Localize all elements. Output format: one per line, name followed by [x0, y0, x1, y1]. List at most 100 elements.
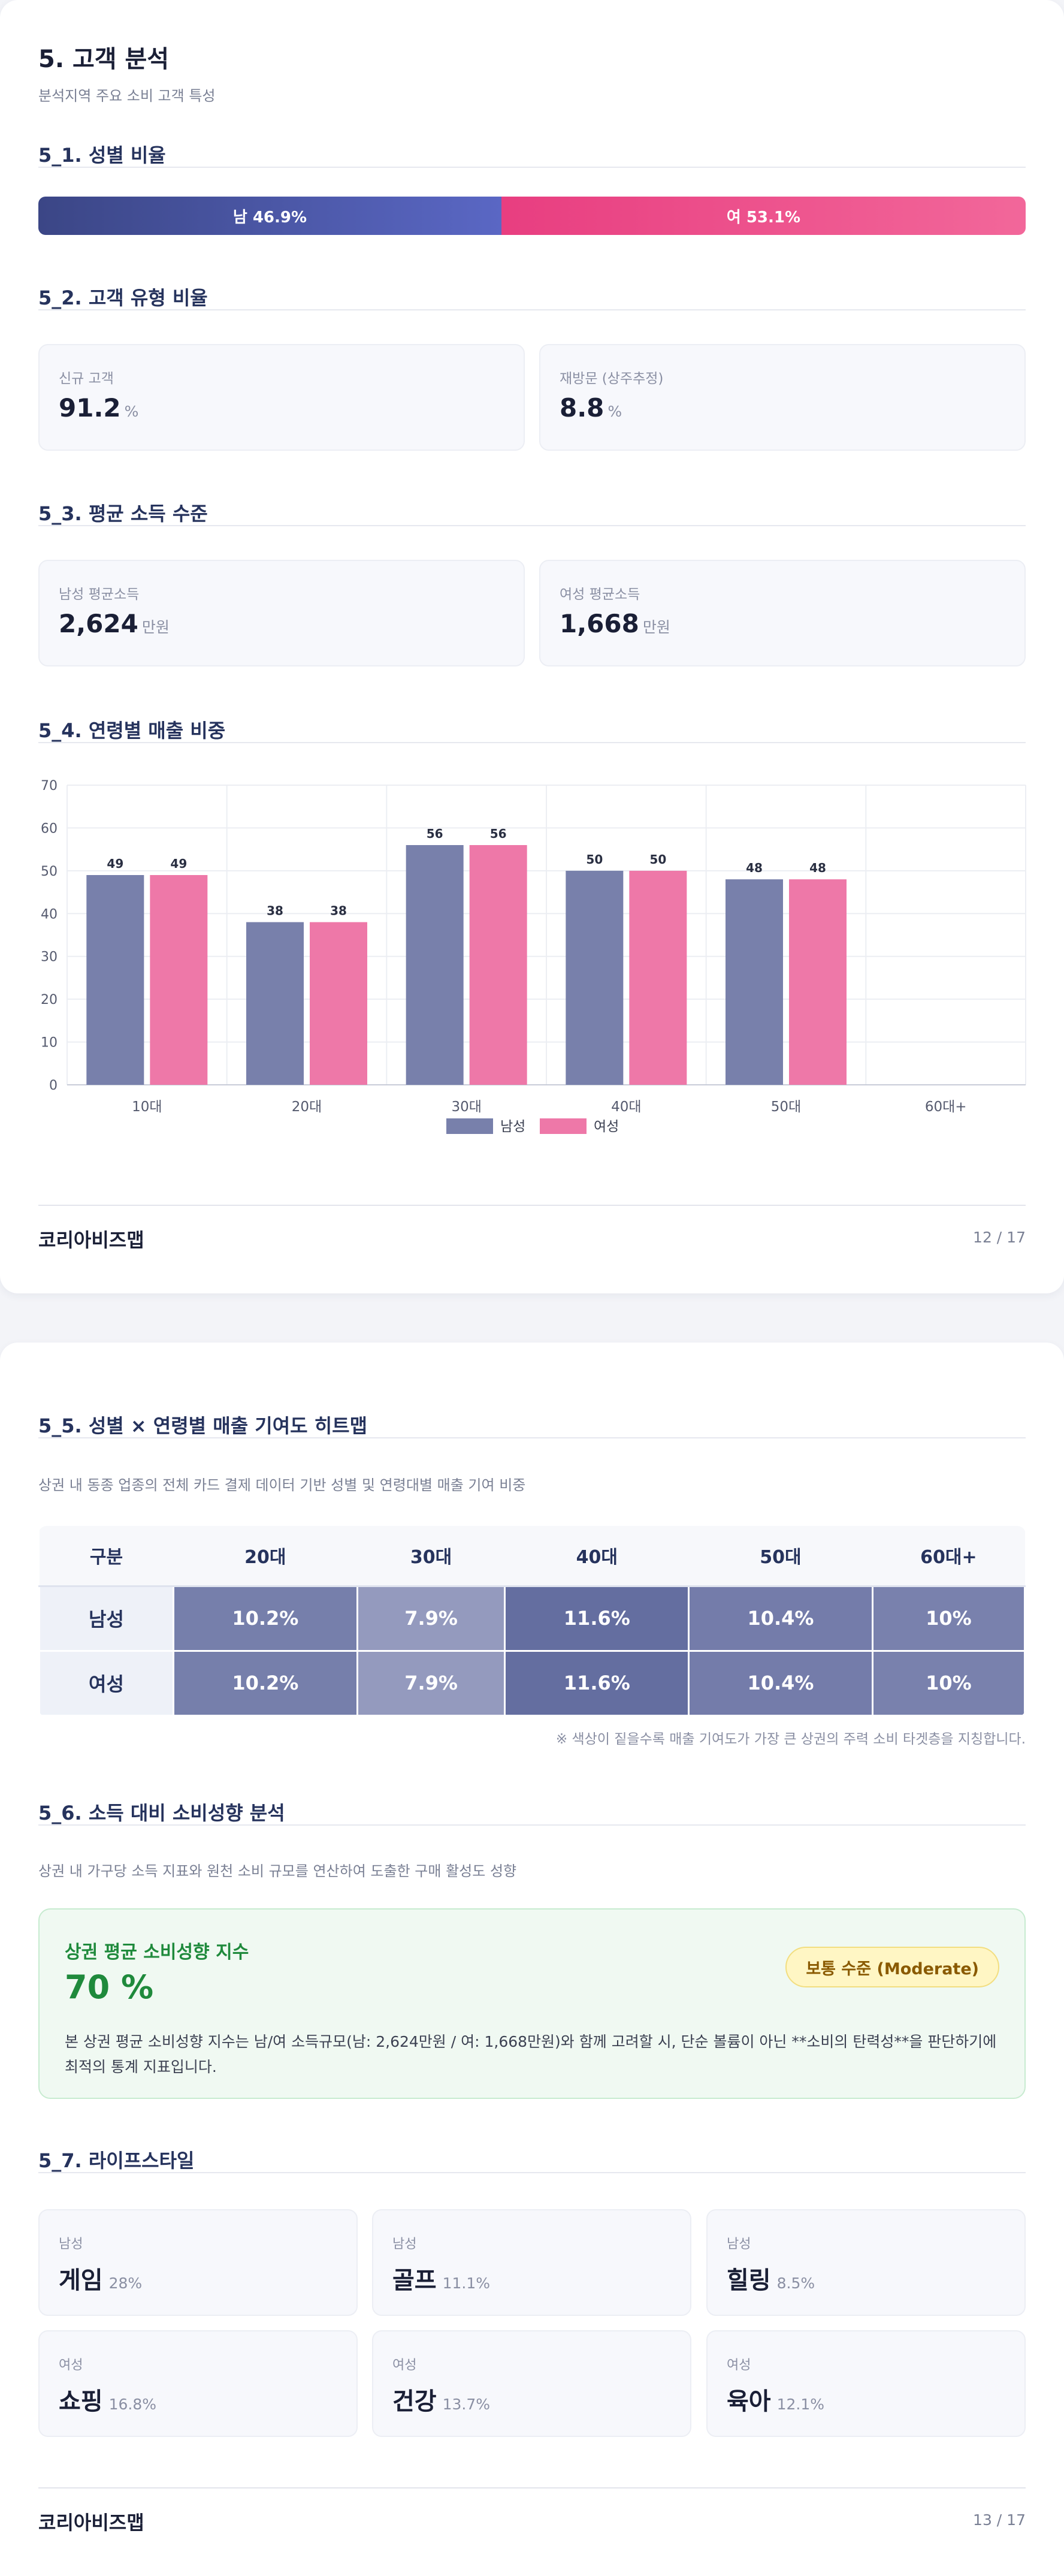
section-income: 5_3. 평균 소득 수준: [38, 499, 1026, 526]
legend-label: 여성: [594, 1119, 619, 1135]
gender-bar-female: 여 53.1%: [501, 197, 1026, 235]
x-tick-label: 20대: [292, 1099, 322, 1115]
bar-female: [629, 870, 687, 1085]
card-label: 남성 평균소득: [59, 587, 140, 602]
heatmap-row-male: 남성 10.2% 7.9% 11.6% 10.4% 10%: [38, 1585, 1026, 1652]
heatmap-cell: 10.2%: [173, 1649, 358, 1717]
y-tick-label: 70: [41, 779, 58, 794]
spending-index-title: 상권 평균 소비성향 지수: [65, 1942, 249, 1963]
y-tick-label: 0: [49, 1078, 58, 1093]
spending-description: 상권 내 가구당 소득 지표와 원천 소비 규모를 연산하여 도출한 구매 활성…: [38, 1863, 517, 1880]
gender-ratio-bar: 남 46.9% 여 53.1%: [38, 197, 1026, 235]
x-tick-label: 60대+: [925, 1099, 967, 1115]
lifestyle-name: 게임 28%: [59, 2267, 143, 2294]
card-label: 재방문 (상주추정): [560, 371, 664, 387]
heatmap-cell: 10%: [871, 1649, 1026, 1717]
report-page-13: 5_5. 성별 × 연령별 매출 기여도 히트맵 상권 내 동종 업종의 전체 …: [0, 1343, 1064, 2576]
y-tick-label: 30: [41, 950, 58, 965]
heatmap-col-header: 50대: [688, 1526, 873, 1587]
lifestyle-gender: 여성: [727, 2358, 751, 2373]
lifestyle-card: 남성 골프 11.1%: [372, 2209, 691, 2316]
spending-index-text: 본 상권 평균 소비성향 지수는 남/여 소득규모(남: 2,624만원 / 여…: [65, 2033, 997, 2076]
heatmap-cell: 10.2%: [173, 1585, 358, 1652]
section-heading: 5_4. 연령별 매출 비중: [38, 719, 226, 742]
heatmap-cell: 10.4%: [688, 1585, 873, 1652]
gender-bar-male: 남 46.9%: [38, 197, 501, 235]
card-value: 2,624 만원: [59, 609, 170, 638]
footer-divider: [38, 2487, 1026, 2488]
heatmap-col-header: 구분: [39, 1526, 174, 1587]
bar-female: [789, 879, 847, 1085]
lifestyle-card: 남성 게임 28%: [38, 2209, 358, 2316]
lifestyle-card: 여성 육아 12.1%: [706, 2330, 1026, 2437]
spending-level-badge: 보통 수준 (Moderate): [785, 1947, 999, 1987]
card-value: 1,668 만원: [560, 609, 670, 638]
bar-male: [726, 879, 783, 1085]
heatmap-col-header: 40대: [504, 1526, 689, 1587]
bar-value-label: 38: [267, 904, 283, 918]
bar-male: [86, 875, 144, 1085]
page-title: 5. 고객 분석: [38, 46, 170, 73]
heatmap-cell: 7.9%: [356, 1585, 506, 1652]
spending-index-box: 상권 평균 소비성향 지수 70 % 보통 수준 (Moderate) 본 상권…: [38, 1908, 1026, 2099]
y-tick-label: 40: [41, 907, 58, 922]
footer-divider: [38, 1205, 1026, 1206]
section-heading: 5_6. 소득 대비 소비성향 분석: [38, 1802, 285, 1824]
section-spending: 5_6. 소득 대비 소비성향 분석: [38, 1798, 1026, 1826]
legend-swatch: [446, 1118, 493, 1134]
card-label: 신규 고객: [59, 371, 114, 387]
bar-value-label: 38: [330, 904, 347, 918]
footer-brand: 코리아비즈맵: [38, 2511, 144, 2534]
page-subtitle: 분석지역 주요 소비 고객 특성: [38, 88, 216, 104]
section-customer-type: 5_2. 고객 유형 비율: [38, 283, 1026, 310]
bar-value-label: 56: [490, 827, 507, 841]
x-tick-label: 40대: [611, 1099, 641, 1115]
section-heading: 5_1. 성별 비율: [38, 144, 166, 167]
section-heading: 5_5. 성별 × 연령별 매출 기여도 히트맵: [38, 1414, 368, 1437]
lifestyle-name: 쇼핑 16.8%: [59, 2388, 157, 2415]
card-label: 여성 평균소득: [560, 587, 640, 602]
lifestyle-name: 힐링 8.5%: [727, 2267, 815, 2294]
heatmap-row-header: 여성: [38, 1649, 174, 1717]
male-income-card: 남성 평균소득 2,624 만원: [38, 560, 525, 666]
report-page-12: 5. 고객 분석 분석지역 주요 소비 고객 특성 5_1. 성별 비율 남 4…: [0, 0, 1064, 1293]
bar-female: [150, 875, 208, 1085]
heatmap-row-female: 여성 10.2% 7.9% 11.6% 10.4% 10%: [38, 1649, 1026, 1717]
section-heading: 5_3. 평균 소득 수준: [38, 502, 208, 525]
bar-value-label: 48: [809, 861, 826, 875]
heatmap-note: ※ 색상이 짙을수록 매출 기여도가 가장 큰 상권의 주력 소비 타겟층을 지…: [555, 1732, 1026, 1747]
y-tick-label: 20: [41, 993, 58, 1008]
section-heading: 5_7. 라이프스타일: [38, 2149, 195, 2172]
card-value: 8.8%: [560, 393, 622, 423]
bar-female: [469, 845, 527, 1085]
heatmap-cell: 10.4%: [688, 1649, 873, 1717]
y-tick-label: 50: [41, 864, 58, 879]
bar-value-label: 49: [170, 856, 187, 871]
footer-page-number: 13 / 17: [973, 2511, 1026, 2529]
heatmap-header-row: 구분 20대 30대 40대 50대 60대+: [39, 1526, 1025, 1587]
lifestyle-gender: 여성: [392, 2358, 417, 2373]
heatmap-col-header: 60대+: [872, 1526, 1025, 1587]
age-sales-bar-chart: 0 10 20 30 40 50 60 70 49 49 10대 38 38 20대 56 56 30대 50 50…: [41, 779, 1026, 1135]
x-tick-label: 30대: [451, 1099, 481, 1115]
bar-female: [310, 922, 367, 1085]
lifestyle-card: 남성 힐링 8.5%: [706, 2209, 1026, 2316]
lifestyle-gender: 여성: [59, 2358, 83, 2373]
heatmap-cell: 7.9%: [356, 1649, 506, 1717]
revisit-customer-card: 재방문 (상주추정) 8.8%: [539, 344, 1026, 451]
heatmap-cell: 10%: [871, 1585, 1026, 1652]
x-tick-label: 50대: [771, 1099, 801, 1115]
section-lifestyle: 5_7. 라이프스타일: [38, 2146, 1026, 2173]
footer-page-number: 12 / 17: [973, 1229, 1026, 1246]
heatmap-col-header: 30대: [357, 1526, 505, 1587]
lifestyle-card: 여성 쇼핑 16.8%: [38, 2330, 358, 2437]
lifestyle-name: 육아 12.1%: [727, 2388, 825, 2415]
y-tick-label: 10: [41, 1036, 58, 1051]
spending-index-value: 70 %: [65, 1968, 154, 2006]
section-heatmap: 5_5. 성별 × 연령별 매출 기여도 히트맵: [38, 1411, 1026, 1438]
bar-value-label: 49: [107, 856, 123, 871]
bar-male: [406, 845, 464, 1085]
gender-age-heatmap: 구분 20대 30대 40대 50대 60대+ 남성 10.2% 7.9% 11…: [38, 1526, 1026, 1717]
bar-male: [566, 870, 624, 1085]
bar-male: [246, 922, 304, 1085]
